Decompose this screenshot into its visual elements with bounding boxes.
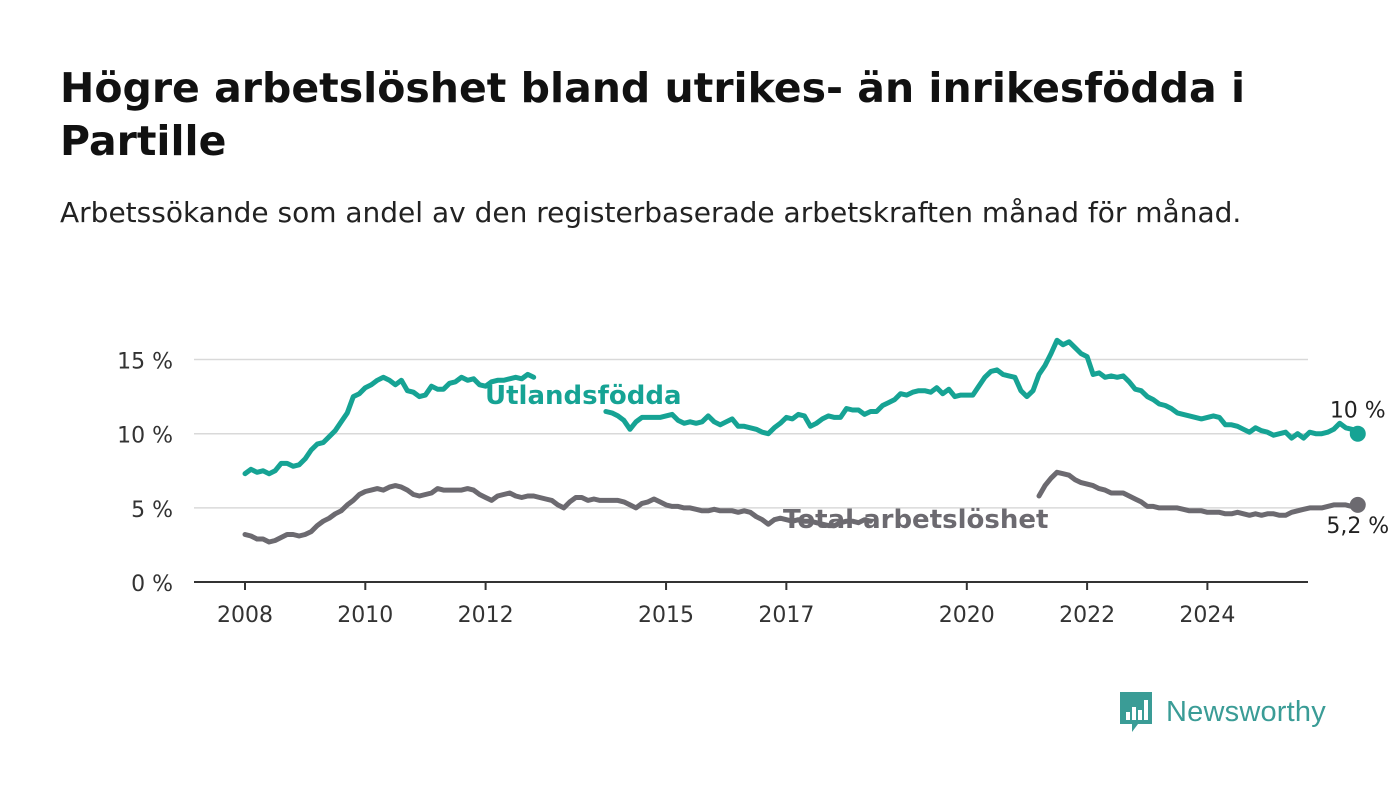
y-tick-label: 5 % [131, 498, 173, 523]
series-name-label: Total arbetslöshet [783, 505, 1048, 535]
brand-logo: Newsworthy [1118, 690, 1326, 734]
gridlines [194, 358, 1308, 509]
x-tick-label: 2008 [217, 603, 273, 628]
series-end-label: 10 % [1330, 399, 1386, 424]
series-end-dot [1349, 496, 1366, 513]
x-axis-ticks: 2008 2010 2012 2015 2017 2020 2022 2024 [217, 582, 1235, 628]
series-lines [242, 337, 1366, 545]
series-line [603, 337, 1361, 441]
y-axis-ticks: 0 % 5 % 10 % 15 % [117, 350, 173, 597]
chart-subtitle: Arbetssökande som andel av den registerb… [60, 196, 1242, 229]
series-labels: 10 % 5,2 % Utlandsfödda Total arbetslöshet [485, 381, 1389, 539]
series-line [242, 483, 874, 545]
x-tick-label: 2017 [758, 603, 814, 628]
series-end-label: 5,2 % [1326, 514, 1389, 539]
chart-title: Högre arbetslöshet bland utrikes- än inr… [60, 64, 1245, 165]
y-tick-label: 0 % [131, 572, 173, 597]
x-tick-label: 2020 [939, 603, 995, 628]
y-tick-label: 10 % [117, 424, 173, 449]
x-tick-label: 2022 [1059, 603, 1115, 628]
series-line [242, 371, 537, 477]
bar-chart-speech-bubble-icon [1120, 692, 1152, 732]
x-tick-label: 2024 [1179, 603, 1235, 628]
series-line [1036, 469, 1361, 518]
series-name-label: Utlandsfödda [485, 381, 682, 411]
x-tick-label: 2010 [337, 603, 393, 628]
series-end-dot [1349, 425, 1366, 442]
x-tick-label: 2012 [458, 603, 514, 628]
y-tick-label: 15 % [117, 350, 173, 375]
brand-name: Newsworthy [1166, 695, 1326, 728]
x-tick-label: 2015 [638, 603, 694, 628]
